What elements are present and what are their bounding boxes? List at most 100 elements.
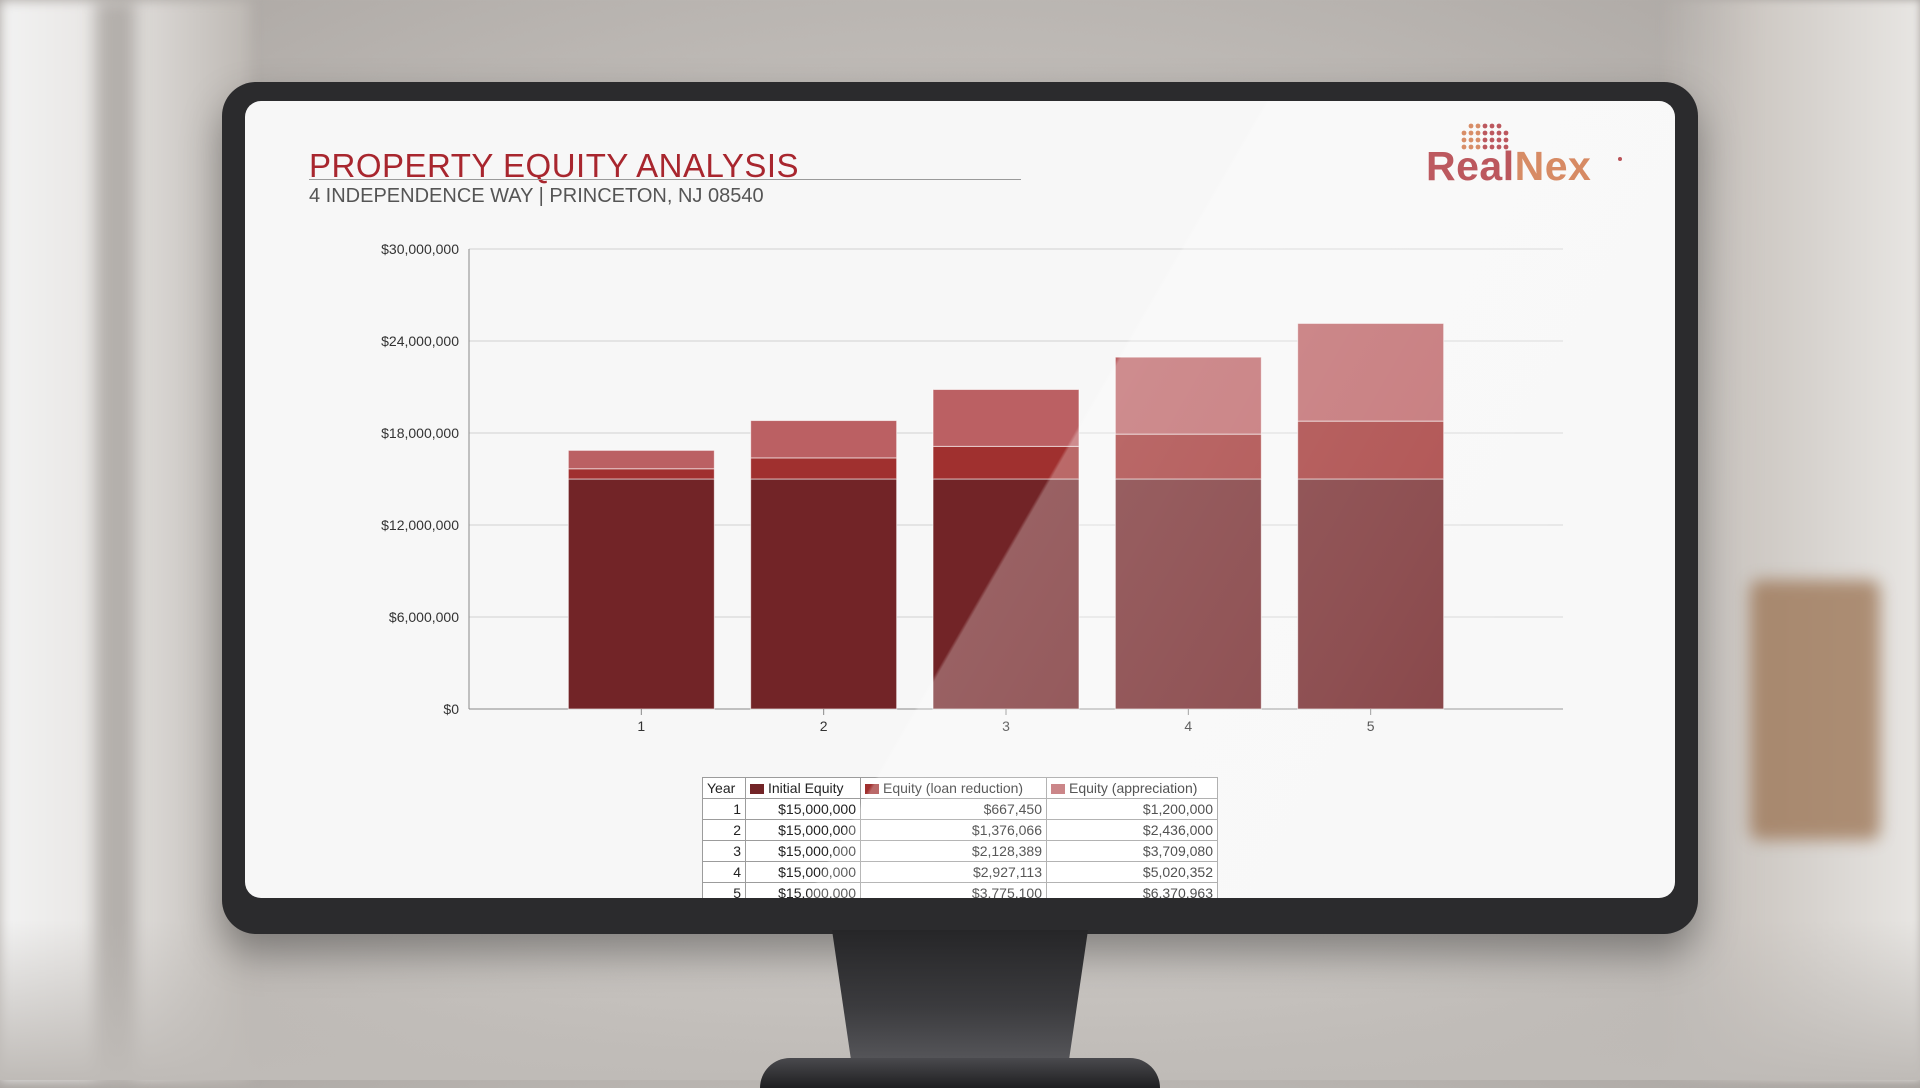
- monitor-stand-base: [760, 1058, 1160, 1088]
- table-cell-year: 2: [702, 819, 746, 841]
- table-cell-year: 1: [702, 798, 746, 820]
- logo-dot: [1461, 137, 1467, 143]
- bar-segment-appreciation: [932, 388, 1080, 447]
- logo-dot: [1468, 130, 1474, 136]
- logo-dot: [1461, 144, 1467, 150]
- y-tick-label: $30,000,000: [381, 241, 459, 257]
- logo-dot: [1468, 137, 1474, 143]
- x-tick-label: 1: [637, 718, 645, 734]
- logo-dot: [1475, 137, 1481, 143]
- table-cell-year: 4: [702, 861, 746, 883]
- logo-text-real: Real: [1426, 143, 1515, 189]
- logo-dot: [1461, 130, 1467, 136]
- page-subtitle: 4 INDEPENDENCE WAY | PRINCETON, NJ 08540: [309, 185, 764, 207]
- table-cell-loan-reduction: $1,376,066: [860, 819, 1047, 841]
- table-row: 2 $15,000,000 $1,376,066 $2,436,000: [702, 819, 1218, 841]
- table-row: 4 $15,000,000 $2,927,113 $5,020,352: [702, 861, 1218, 883]
- table-header-appreciation: Equity (appreciation): [1046, 777, 1218, 799]
- table-cell-initial-equity: $15,000,000: [745, 861, 861, 883]
- y-tick-label: $18,000,000: [381, 425, 459, 441]
- logo-dot: [1503, 137, 1509, 143]
- background-pillar: [95, 0, 135, 1080]
- legend-swatch-initial-equity: [750, 784, 764, 794]
- x-tick-label: 4: [1184, 718, 1192, 734]
- logo-dot: [1475, 130, 1481, 136]
- logo-dot: [1503, 144, 1509, 150]
- y-tick-label: $24,000,000: [381, 333, 459, 349]
- x-tick-label: 3: [1002, 718, 1010, 734]
- table-row: 3 $15,000,000 $2,128,389 $3,709,080: [702, 840, 1218, 862]
- table-cell-appreciation: $2,436,000: [1046, 819, 1218, 841]
- bar-segment-appreciation: [1114, 356, 1262, 435]
- x-tick-label: 5: [1367, 718, 1375, 734]
- equity-bar-chart: $30,000,000 $24,000,000 $18,000,000 $12,000…: [381, 241, 1563, 734]
- x-tick-label: 2: [820, 718, 828, 734]
- legend-label-loan-reduction: Equity (loan reduction): [883, 780, 1024, 796]
- legend-swatch-loan-reduction: [865, 784, 879, 794]
- logo-globe-icon: [1461, 123, 1509, 150]
- bar-segment-initial-equity: [932, 478, 1080, 710]
- table-cell-loan-reduction: $3,775,100: [860, 882, 1047, 898]
- logo-dot: [1475, 123, 1481, 129]
- logo-dot: [1468, 123, 1474, 129]
- bar-segment-loan-reduction: [932, 445, 1080, 480]
- logo-dot: [1489, 137, 1495, 143]
- table-cell-year: 3: [702, 840, 746, 862]
- bar-segment-loan-reduction: [1114, 433, 1262, 480]
- logo-dot: [1482, 123, 1488, 129]
- logo-dot: [1489, 144, 1495, 150]
- legend-label-initial-equity: Initial Equity: [768, 780, 844, 796]
- logo-dot: [1496, 137, 1502, 143]
- table-cell-appreciation: $3,709,080: [1046, 840, 1218, 862]
- table-header-loan-reduction: Equity (loan reduction): [860, 777, 1047, 799]
- logo-dot: [1482, 137, 1488, 143]
- table-row: 1 $15,000,000 $667,450 $1,200,000: [702, 798, 1218, 820]
- y-tick-label: $6,000,000: [389, 609, 459, 625]
- y-tick-label: $0: [443, 701, 459, 717]
- logo-wordmark: RealNex: [1426, 143, 1591, 190]
- legend-label-appreciation: Equity (appreciation): [1069, 780, 1198, 796]
- logo-dot: [1482, 130, 1488, 136]
- bar-segment-initial-equity: [1297, 478, 1445, 710]
- table-cell-initial-equity: $15,000,000: [745, 882, 861, 898]
- logo-dot: [1489, 130, 1495, 136]
- table-cell-initial-equity: $15,000,000: [745, 819, 861, 841]
- bar-segment-loan-reduction: [567, 468, 715, 480]
- realnex-logo: RealNex: [1426, 113, 1622, 193]
- table-cell-loan-reduction: $2,128,389: [860, 840, 1047, 862]
- bar-segment-initial-equity: [1114, 478, 1262, 710]
- table-cell-loan-reduction: $667,450: [860, 798, 1047, 820]
- logo-dot: [1496, 123, 1502, 129]
- bar-segment-initial-equity: [750, 478, 898, 710]
- table-header-row: Year Initial Equity Equity (loan reducti…: [702, 777, 1218, 799]
- equity-data-table: Year Initial Equity Equity (loan reducti…: [702, 777, 1218, 898]
- table-cell-initial-equity: $15,000,000: [745, 798, 861, 820]
- logo-dot: [1503, 130, 1509, 136]
- bar-segment-loan-reduction: [1297, 420, 1445, 480]
- monitor-stand: [832, 930, 1088, 1070]
- table-row: 5 $15,000,000 $3,775,100 $6,370,963: [702, 882, 1218, 898]
- legend-swatch-appreciation: [1051, 784, 1065, 794]
- monitor-screen: PROPERTY EQUITY ANALYSIS 4 INDEPENDENCE …: [245, 101, 1675, 898]
- logo-dot: [1475, 144, 1481, 150]
- logo-dot: [1489, 123, 1495, 129]
- bar-segment-appreciation: [750, 420, 898, 459]
- table-cell-appreciation: $6,370,963: [1046, 882, 1218, 898]
- logo-trademark-dot: [1618, 157, 1622, 161]
- table-header-year: Year: [702, 777, 746, 799]
- table-cell-appreciation: $5,020,352: [1046, 861, 1218, 883]
- bar-segment-appreciation: [1297, 322, 1445, 422]
- table-header-initial-equity: Initial Equity: [745, 777, 861, 799]
- logo-text-nex: Nex: [1514, 143, 1592, 189]
- bar-segment-initial-equity: [567, 478, 715, 710]
- table-cell-year: 5: [702, 882, 746, 898]
- background-cabinet: [1750, 580, 1880, 840]
- page-title: PROPERTY EQUITY ANALYSIS: [309, 147, 800, 184]
- background-wall: [1660, 0, 1920, 1080]
- logo-dot: [1482, 144, 1488, 150]
- logo-dot: [1468, 144, 1474, 150]
- title-divider: [309, 179, 1021, 180]
- logo-dot: [1496, 144, 1502, 150]
- logo-dot: [1496, 130, 1502, 136]
- table-cell-initial-equity: $15,000,000: [745, 840, 861, 862]
